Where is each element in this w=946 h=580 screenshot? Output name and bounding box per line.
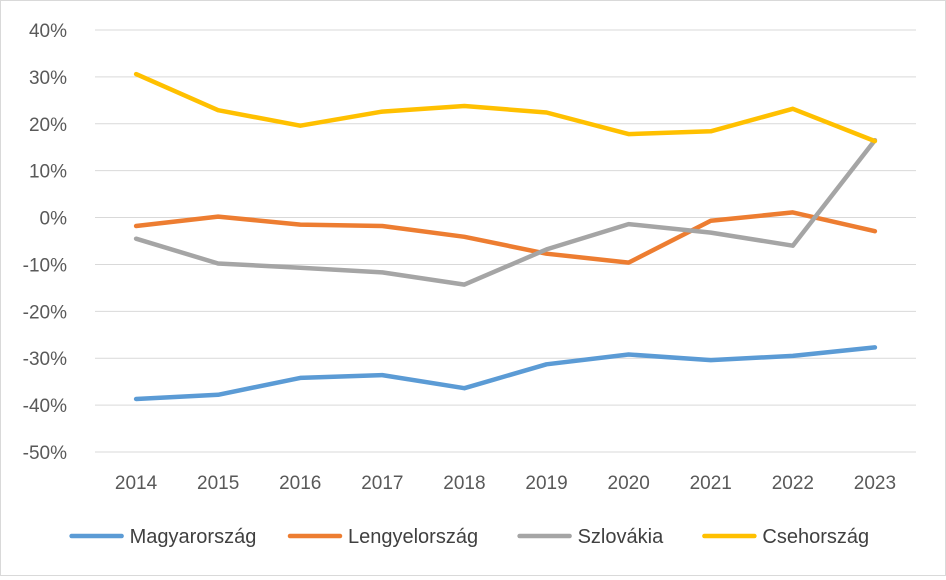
y-tick-label: 0% <box>40 209 68 230</box>
x-tick-label: 2015 <box>197 473 239 494</box>
legend-label: Magyarország <box>130 526 257 548</box>
legend-label: Csehország <box>762 526 869 548</box>
y-tick-label: 20% <box>29 115 67 136</box>
y-tick-label: 10% <box>29 162 67 183</box>
series-line-1 <box>133 345 878 402</box>
y-tick-label: -10% <box>23 255 67 276</box>
x-tick-label: 2020 <box>608 473 650 494</box>
legend-label: Szlovákia <box>578 526 664 548</box>
x-tick-label: 2016 <box>279 473 321 494</box>
y-tick-label: 30% <box>29 68 67 89</box>
x-tick-label: 2022 <box>772 473 814 494</box>
legend-label: Lengyelország <box>348 526 478 548</box>
x-tick-label: 2014 <box>115 473 158 494</box>
y-tick-label: -20% <box>23 302 67 323</box>
y-tick-label: -40% <box>23 396 67 417</box>
x-tick-label: 2018 <box>443 473 485 494</box>
x-tick-label: 2021 <box>690 473 732 494</box>
series-line-2 <box>133 210 878 265</box>
y-tick-label: 40% <box>29 21 67 42</box>
x-tick-label: 2023 <box>854 473 896 494</box>
y-tick-label: -30% <box>23 349 67 370</box>
x-tick-label: 2019 <box>525 473 567 494</box>
series-line-3 <box>133 137 878 287</box>
x-tick-label: 2017 <box>361 473 403 494</box>
y-tick-label: -50% <box>23 443 67 464</box>
series-line-4 <box>133 71 878 144</box>
